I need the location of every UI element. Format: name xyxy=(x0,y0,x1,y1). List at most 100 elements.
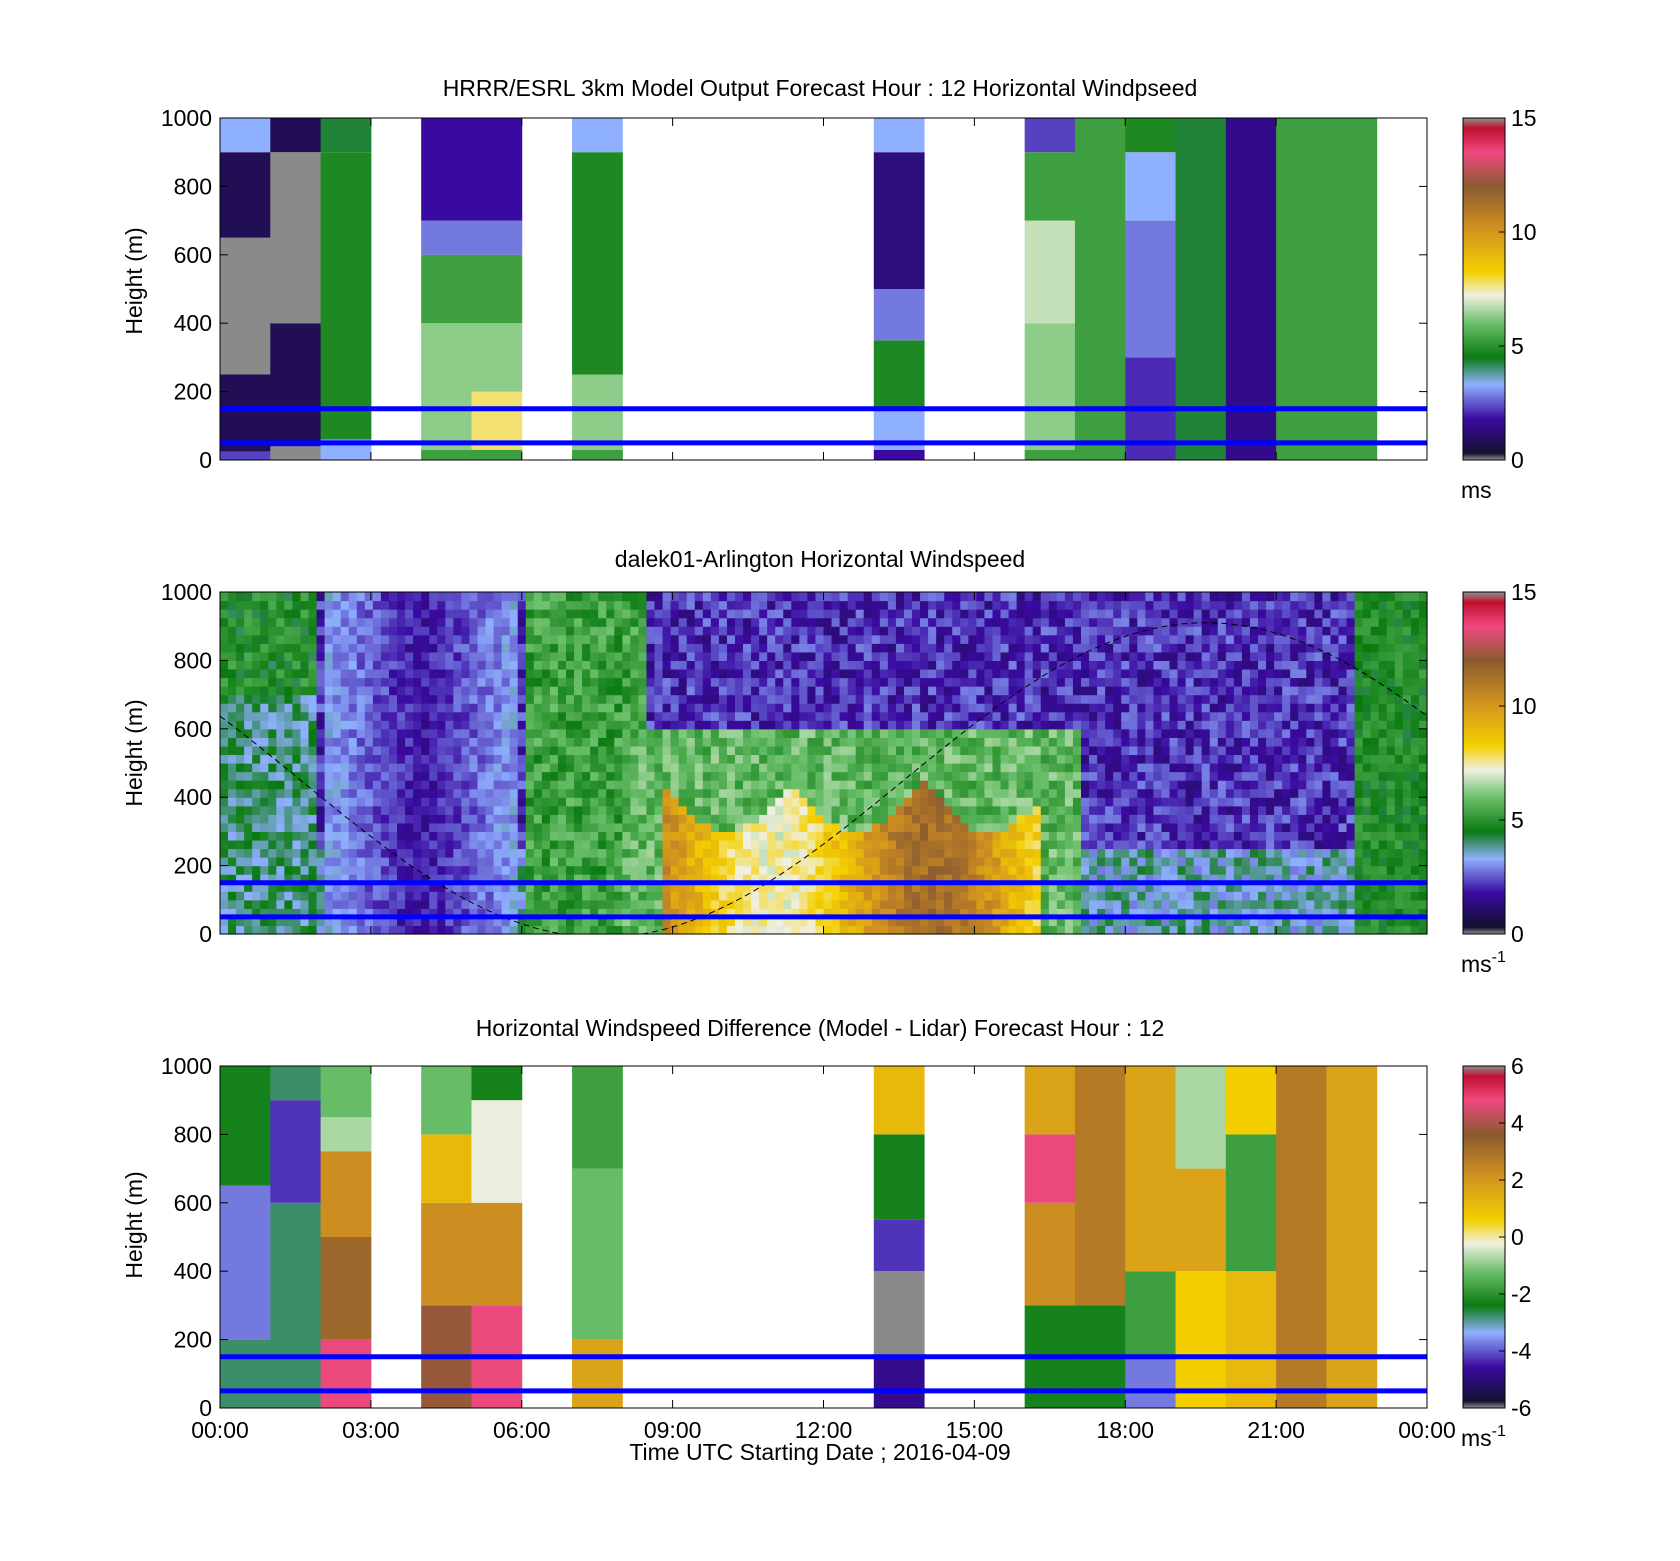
lidar-cell xyxy=(566,677,575,687)
lidar-cell xyxy=(831,814,841,824)
lidar-cell xyxy=(260,617,269,627)
lidar-cell xyxy=(1177,643,1187,653)
lidar-cell xyxy=(944,626,953,636)
lidar-cell xyxy=(799,617,809,627)
lidar-cell xyxy=(702,626,712,636)
lidar-cell xyxy=(437,634,446,644)
lidar-cell xyxy=(903,737,913,747)
lidar-cell xyxy=(646,711,656,721)
lidar-cell xyxy=(445,891,454,901)
lidar-cell xyxy=(268,643,277,653)
lidar-cell xyxy=(1137,609,1146,619)
lidar-cell xyxy=(252,891,261,901)
lidar-cell xyxy=(549,754,559,764)
lidar-cell xyxy=(509,609,519,619)
lidar-cell xyxy=(1145,660,1155,670)
lidar-cell xyxy=(260,686,269,696)
lidar-cell xyxy=(517,634,527,644)
lidar-cell xyxy=(380,771,390,781)
lidar-cell xyxy=(686,908,696,918)
lidar-cell xyxy=(501,797,511,807)
lidar-cell xyxy=(751,600,760,610)
lidar-cell xyxy=(1024,703,1034,713)
lidar-cell xyxy=(831,780,841,790)
lidar-cell xyxy=(397,728,406,738)
lidar-cell xyxy=(461,763,471,773)
lidar-cell xyxy=(863,634,873,644)
lidar-cell xyxy=(968,857,977,867)
lidar-cell xyxy=(686,694,696,704)
lidar-cell xyxy=(879,891,889,901)
heatmap-cell xyxy=(572,118,623,153)
lidar-cell xyxy=(734,617,744,627)
lidar-cell xyxy=(807,874,817,884)
lidar-cell xyxy=(1016,694,1026,704)
lidar-cell xyxy=(1008,754,1018,764)
heatmap-cell xyxy=(270,152,322,324)
lidar-cell xyxy=(751,660,760,670)
lidar-cell xyxy=(726,626,736,636)
lidar-cell xyxy=(445,737,454,747)
lidar-cell xyxy=(566,848,575,858)
lidar-cell xyxy=(541,788,551,798)
lidar-cell xyxy=(1097,771,1106,781)
lidar-cell xyxy=(1105,651,1114,661)
lidar-cell xyxy=(1040,788,1050,798)
lidar-cell xyxy=(614,660,623,670)
lidar-cell xyxy=(694,899,704,909)
lidar-cell xyxy=(590,857,599,867)
lidar-cell xyxy=(260,634,269,644)
lidar-cell xyxy=(976,592,986,602)
lidar-cell xyxy=(1072,626,1082,636)
lidar-cell xyxy=(582,831,591,841)
lidar-cell xyxy=(1008,609,1018,619)
lidar-cell xyxy=(614,916,623,927)
lidar-cell xyxy=(1153,839,1163,850)
lidar-cell xyxy=(1121,857,1130,867)
lidar-cell xyxy=(533,694,543,704)
lidar-cell xyxy=(220,686,229,696)
lidar-cell xyxy=(252,617,261,627)
lidar-cell xyxy=(252,711,261,721)
lidar-cell xyxy=(509,814,519,824)
lidar-cell xyxy=(1064,686,1074,696)
lidar-cell xyxy=(944,874,953,884)
lidar-cell xyxy=(533,857,543,867)
lidar-cell xyxy=(300,814,310,824)
lidar-cell xyxy=(316,668,326,679)
lidar-cell xyxy=(405,916,414,927)
lidar-cell xyxy=(839,609,849,619)
lidar-cell xyxy=(678,694,688,704)
lidar-cell xyxy=(541,600,551,610)
lidar-cell xyxy=(791,882,800,892)
lidar-cell xyxy=(1185,728,1195,738)
lidar-cell xyxy=(1056,891,1066,901)
lidar-cell xyxy=(429,600,438,610)
lidar-cell xyxy=(823,916,833,927)
lidar-cell xyxy=(710,831,720,841)
lidar-cell xyxy=(694,925,704,935)
lidar-cell xyxy=(936,891,945,901)
lidar-cell xyxy=(670,822,680,832)
lidar-cell xyxy=(1056,916,1066,927)
lidar-cell xyxy=(477,754,487,764)
lidar-cell xyxy=(533,891,543,901)
lidar-cell xyxy=(920,754,929,764)
lidar-cell xyxy=(348,763,358,773)
lidar-cell xyxy=(372,737,382,747)
lidar-cell xyxy=(630,899,640,909)
lidar-cell xyxy=(1097,600,1106,610)
lidar-cell xyxy=(582,617,591,627)
lidar-cell xyxy=(541,771,551,781)
lidar-cell xyxy=(1193,805,1203,815)
heatmap-cell xyxy=(270,118,322,153)
lidar-cell xyxy=(397,814,406,824)
lidar-cell xyxy=(799,865,809,875)
lidar-cell xyxy=(879,848,889,858)
lidar-cell xyxy=(1177,839,1187,850)
lidar-cell xyxy=(702,677,712,687)
lidar-cell xyxy=(952,865,961,875)
lidar-cell xyxy=(1024,865,1034,875)
lidar-cell xyxy=(751,788,760,798)
lidar-cell xyxy=(622,754,631,764)
